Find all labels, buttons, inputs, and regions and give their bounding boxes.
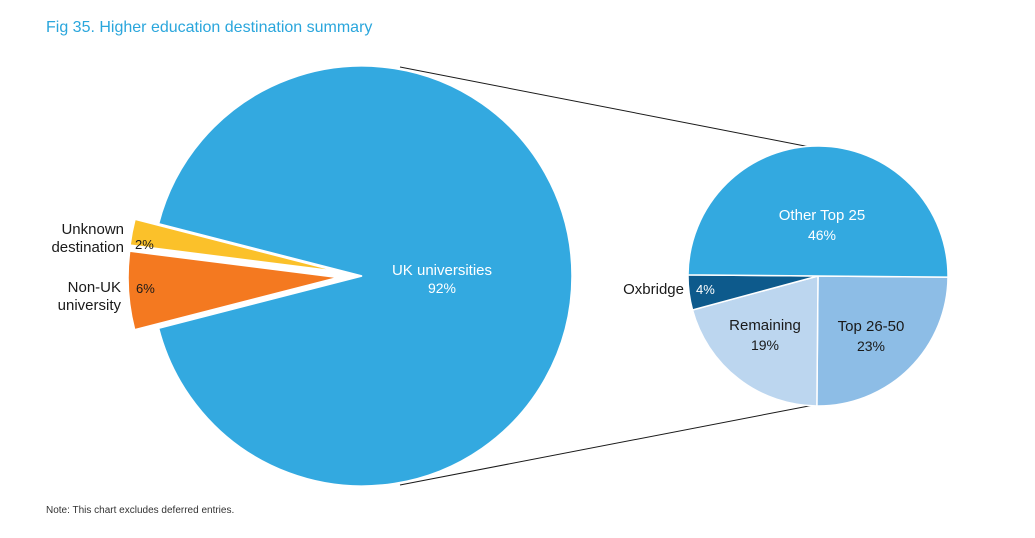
label-uk-universities-name: UK universities (392, 262, 492, 279)
label-non-uk-university-value: 6% (136, 281, 155, 296)
label-non-uk-university-name-2: university (58, 297, 122, 314)
label-remaining-value: 19% (751, 337, 779, 353)
label-non-uk-university-name-1: Non-UK (68, 279, 121, 296)
chart-note: Note: This chart excludes deferred entri… (46, 505, 235, 516)
label-unknown-destination-name-2: destination (51, 239, 124, 256)
label-unknown-destination-value: 2% (135, 237, 154, 252)
pie-slice-remaining (691, 275, 819, 407)
label-uk-universities-value: 92% (428, 280, 456, 296)
breakdown-pie (687, 145, 949, 407)
chart-title: Fig 35. Higher education destination sum… (46, 19, 373, 36)
label-remaining-name: Remaining (729, 317, 801, 334)
label-oxbridge-name: Oxbridge (623, 281, 684, 298)
pie-slice-uk-universities (157, 65, 573, 487)
main-pie (127, 65, 573, 487)
pie-slice-non-uk-university (127, 250, 339, 331)
label-top-26-50-name: Top 26-50 (838, 318, 905, 335)
label-oxbridge-value: 4% (696, 282, 715, 297)
connector-line-top (399, 66, 811, 148)
label-other-top-25-value: 46% (808, 227, 836, 243)
pie-slice-unknown-destination (129, 218, 339, 273)
label-other-top-25-name: Other Top 25 (779, 207, 865, 224)
pie-slice-other-top-25 (687, 145, 949, 278)
label-top-26-50-value: 23% (857, 338, 885, 354)
label-unknown-destination-name-1: Unknown (61, 221, 124, 238)
connector-line-bottom (399, 404, 815, 486)
pie-slice-top-26-50 (816, 275, 949, 407)
